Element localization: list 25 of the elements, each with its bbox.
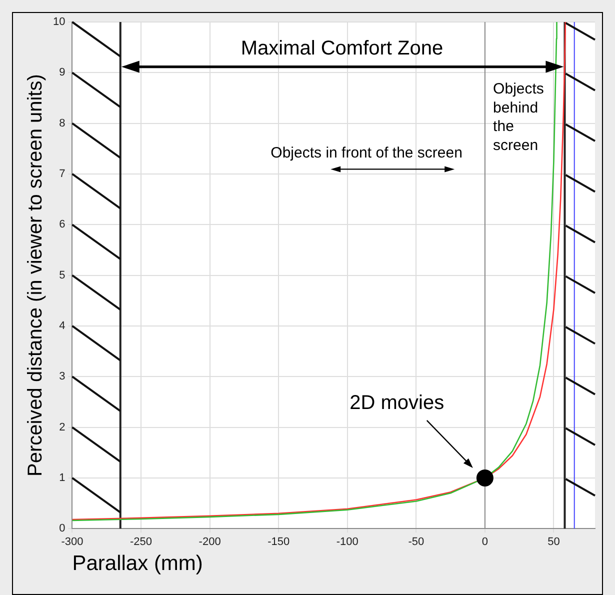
y-tick-label: 6 <box>59 218 66 231</box>
x-tick-label: 0 <box>482 536 488 548</box>
x-tick-label: -300 <box>61 536 84 548</box>
y-tick-label: 3 <box>59 370 66 383</box>
y-tick-label: 4 <box>59 320 66 332</box>
y-tick-label: 5 <box>59 269 66 282</box>
y-tick-label: 7 <box>59 168 66 180</box>
y-tick-label: 2 <box>59 421 66 434</box>
x-tick-label: -150 <box>268 536 290 548</box>
annotation: 2D movies <box>350 392 444 414</box>
y-tick-label: 0 <box>59 522 66 535</box>
y-axis-title: Perceived distance (in viewer to screen units) <box>24 74 47 477</box>
y-tick-label: 10 <box>52 16 66 28</box>
y-tick-label: 1 <box>59 472 66 484</box>
annotation: Objects in front of the screen <box>270 144 462 162</box>
x-tick-label: -250 <box>130 536 152 548</box>
x-axis-title: Parallax (mm) <box>72 552 203 576</box>
y-tick-label: 9 <box>59 66 66 79</box>
annotation: Objects behind the screen <box>493 80 544 154</box>
x-tick-label: -50 <box>408 536 424 548</box>
x-tick-label: 50 <box>548 536 560 548</box>
y-tick-label: 8 <box>59 117 66 130</box>
annotation: Maximal Comfort Zone <box>240 37 444 60</box>
x-tick-label: -200 <box>198 536 221 548</box>
x-tick-label: -100 <box>336 536 358 548</box>
